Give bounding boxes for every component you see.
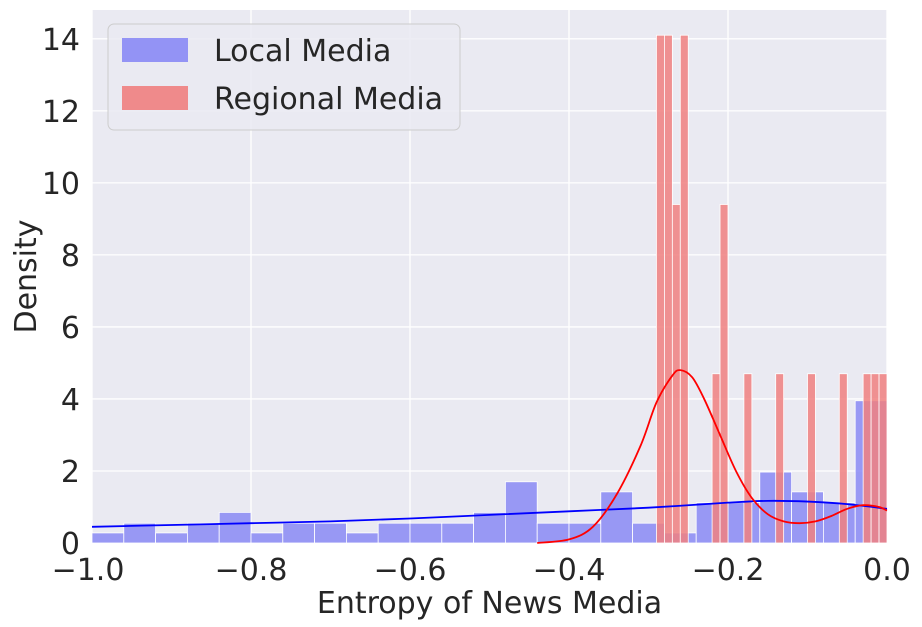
local-media-bar [250, 532, 284, 544]
local-media-bar [91, 532, 125, 544]
regional-media-bar [862, 373, 872, 544]
local-media-bar [473, 511, 506, 544]
y-tick-label: 2 [61, 455, 80, 490]
local-media-bar [218, 511, 252, 544]
y-tick-label: 14 [42, 23, 80, 58]
kde-curves [91, 369, 888, 544]
local-media-bar [314, 522, 347, 544]
regional-media-bar [775, 373, 785, 544]
regional-media-bar [656, 34, 665, 544]
x-tick-label: −0.4 [533, 553, 606, 588]
x-tick-labels: −1.0 −0.8 −0.6 −0.4 −0.2 0.0 [52, 553, 911, 588]
y-tick-label: 4 [61, 383, 80, 418]
y-tick-label: 10 [42, 167, 80, 202]
y-axis-label: Density [9, 219, 44, 333]
x-tick-label: −0.8 [215, 553, 288, 588]
x-tick-label: −0.2 [692, 553, 765, 588]
regional-media-bar [807, 373, 816, 544]
y-tick-label: 8 [61, 239, 80, 274]
x-tick-label: −0.6 [374, 553, 447, 588]
x-tick-label: 0.0 [863, 553, 911, 588]
x-tick-label: −1.0 [52, 553, 125, 588]
regional-media-bar [878, 373, 888, 544]
regional-media-bar [719, 204, 729, 544]
regional-media-kde-line [537, 369, 888, 544]
legend-swatch-regional-media [122, 86, 188, 110]
regional-media-bar [711, 373, 721, 544]
local-media-bar [282, 522, 315, 544]
regional-media-bar [679, 34, 689, 544]
local-media-bar [155, 532, 188, 544]
regional-media-bar [743, 373, 753, 544]
regional-media-bars [656, 34, 888, 544]
local-media-bar [377, 522, 411, 544]
local-media-bar [345, 532, 379, 544]
local-media-kde-line [91, 499, 888, 528]
y-tick-label: 12 [42, 95, 80, 130]
legend-label-local-media: Local Media [214, 34, 391, 69]
legend-swatch-local-media [122, 38, 188, 62]
local-media-bar [409, 522, 443, 544]
y-tick-label: 6 [61, 311, 80, 346]
legend-box [107, 23, 461, 131]
local-media-bar [186, 522, 220, 544]
legend-label-regional-media: Regional Media [214, 82, 443, 117]
regional-media-bar [870, 373, 880, 544]
local-media-bar [600, 491, 633, 544]
regional-media-bar [664, 34, 673, 544]
regional-media-bar [838, 373, 848, 544]
local-media-bar [441, 522, 474, 544]
y-tick-label: 0 [61, 527, 80, 562]
y-tick-labels: 0 2 4 6 8 10 12 14 [42, 23, 80, 562]
x-axis-label: Entropy of News Media [317, 586, 662, 621]
legend: Local Media Regional Media [107, 23, 461, 131]
